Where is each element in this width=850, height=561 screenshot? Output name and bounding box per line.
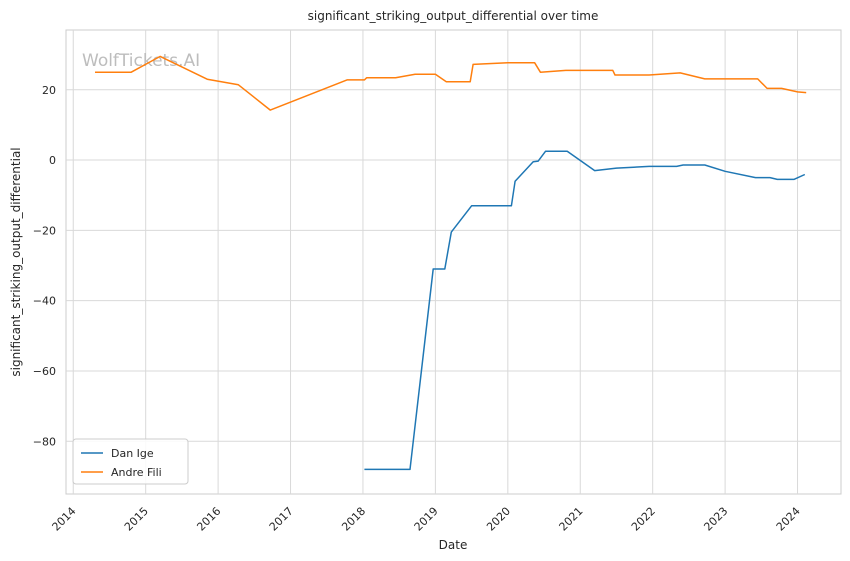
gridlines [66,30,841,494]
y-tick-label: −40 [33,295,56,308]
chart-title: significant_striking_output_differential… [308,9,599,23]
legend: Dan Ige Andre Fili [72,438,189,485]
plot-frame [65,29,842,495]
series-line-andre-fili [95,55,807,111]
x-axis-label: Date [439,538,468,552]
x-tick-label: 2020 [484,505,513,534]
y-tick-label: −20 [33,224,56,237]
x-tick-label: 2021 [557,505,586,534]
watermark: WolfTickets.AI [82,51,200,71]
legend-label: Dan Ige [111,447,154,460]
legend-label: Andre Fili [111,466,162,479]
x-tick-label: 2023 [701,505,730,534]
x-tick-label: 2014 [50,505,79,534]
series-lines [95,55,807,471]
x-tick-label: 2016 [194,505,223,534]
series-line-dan-ige [364,150,806,471]
x-tick-label: 2024 [774,505,803,534]
plot-area [65,29,842,495]
x-tick-label: 2015 [122,505,151,534]
y-tick-labels: −80 −60 −40 −20 0 20 [33,84,56,449]
x-tick-labels: 2014 2015 2016 2017 2018 2019 2020 2021 2022 2023… [50,505,803,534]
y-tick-label: 20 [42,84,56,97]
x-tick-label: 2018 [339,505,368,534]
y-axis-label: significant_striking_output_differential [9,147,23,376]
x-tick-label: 2022 [629,505,658,534]
y-tick-label: −60 [33,365,56,378]
x-tick-label: 2017 [267,505,296,534]
y-tick-label: −80 [33,435,56,448]
y-tick-label: 0 [49,154,56,167]
watermark-text: WolfTickets.AI [82,51,200,71]
x-tick-label: 2019 [412,505,441,534]
